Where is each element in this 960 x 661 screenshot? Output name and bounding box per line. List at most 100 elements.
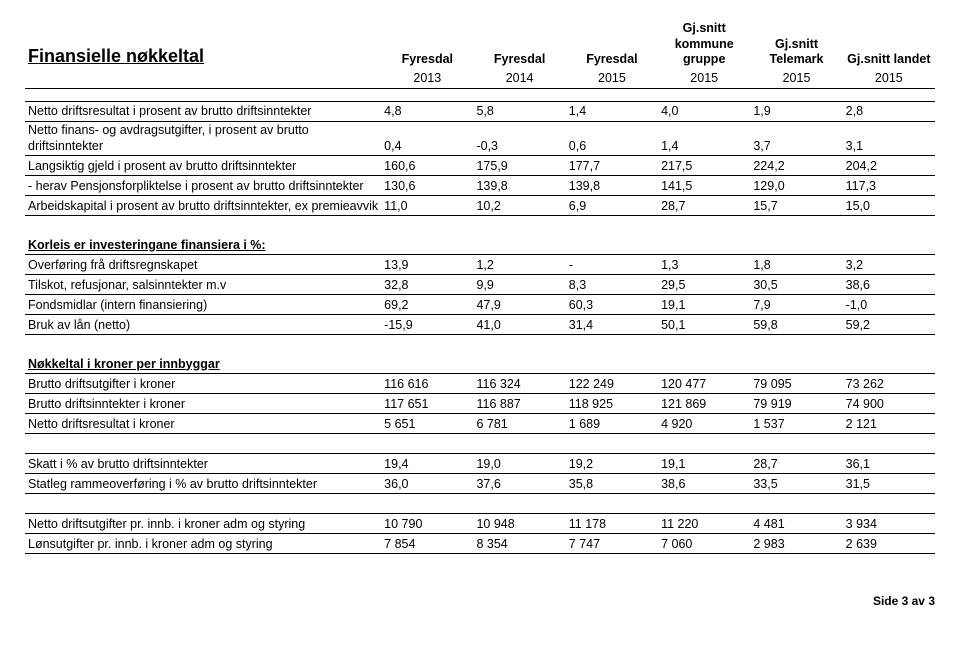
- cell: -: [566, 255, 658, 275]
- cell: 224,2: [750, 156, 842, 176]
- table-row: Lønsutgifter pr. innb. i kroner adm og s…: [25, 534, 935, 554]
- row-label: Lønsutgifter pr. innb. i kroner adm og s…: [25, 534, 381, 554]
- cell: 139,8: [473, 176, 565, 196]
- cell: 116 616: [381, 374, 473, 394]
- cell: 1,4: [658, 121, 750, 155]
- cell: 3 934: [843, 514, 935, 534]
- cell: 31,5: [843, 474, 935, 494]
- cell: 139,8: [566, 176, 658, 196]
- table-row: Brutto driftsinntekter i kroner 117 651 …: [25, 394, 935, 414]
- cell: 7,9: [750, 295, 842, 315]
- cell: 31,4: [566, 315, 658, 335]
- row-label: Netto driftsutgifter pr. innb. i kroner …: [25, 514, 381, 534]
- table-row: Bruk av lån (netto) -15,9 41,0 31,4 50,1…: [25, 315, 935, 335]
- row-label: Netto driftsresultat i kroner: [25, 414, 381, 434]
- cell: 33,5: [750, 474, 842, 494]
- row-label: Netto finans- og avdragsutgifter, i pros…: [25, 121, 381, 155]
- cell: 11 178: [566, 514, 658, 534]
- cell: 79 095: [750, 374, 842, 394]
- cell: 3,2: [843, 255, 935, 275]
- cell: 177,7: [566, 156, 658, 176]
- year-row: 2013 2014 2015 2015 2015 2015: [25, 69, 935, 89]
- financial-table: Finansielle nøkkeltal Fyresdal Fyresdal …: [25, 20, 935, 554]
- cell: 3,7: [750, 121, 842, 155]
- table-row: Tilskot, refusjonar, salsinntekter m.v 3…: [25, 275, 935, 295]
- table-row: Netto finans- og avdragsutgifter, i pros…: [25, 121, 935, 155]
- year-1: 2013: [381, 69, 473, 89]
- cell: 2 121: [843, 414, 935, 434]
- cell: 116 324: [473, 374, 565, 394]
- cell: 19,0: [473, 454, 565, 474]
- cell: 8,3: [566, 275, 658, 295]
- cell: 36,0: [381, 474, 473, 494]
- row-label: Brutto driftsinntekter i kroner: [25, 394, 381, 414]
- cell: 73 262: [843, 374, 935, 394]
- year-4: 2015: [658, 69, 750, 89]
- section-title: Korleis er investeringane finansiera i %…: [25, 235, 381, 255]
- cell: 217,5: [658, 156, 750, 176]
- cell: 129,0: [750, 176, 842, 196]
- cell: 19,1: [658, 295, 750, 315]
- cell: 5,8: [473, 101, 565, 121]
- col-header-5: Gj.snitt Telemark: [750, 20, 842, 69]
- row-label: Netto driftsresultat i prosent av brutto…: [25, 101, 381, 121]
- cell: 28,7: [750, 454, 842, 474]
- row-label: Statleg rammeoverføring i % av brutto dr…: [25, 474, 381, 494]
- cell: 11,0: [381, 196, 473, 216]
- year-3: 2015: [566, 69, 658, 89]
- cell: 6 781: [473, 414, 565, 434]
- cell: 4 481: [750, 514, 842, 534]
- row-label: Langsiktig gjeld i prosent av brutto dri…: [25, 156, 381, 176]
- cell: 4,8: [381, 101, 473, 121]
- cell: 9,9: [473, 275, 565, 295]
- cell: 1,9: [750, 101, 842, 121]
- cell: 38,6: [843, 275, 935, 295]
- cell: 5 651: [381, 414, 473, 434]
- cell: 4,0: [658, 101, 750, 121]
- row-label: - herav Pensjonsforpliktelse i prosent a…: [25, 176, 381, 196]
- table-row: - herav Pensjonsforpliktelse i prosent a…: [25, 176, 935, 196]
- cell: 3,1: [843, 121, 935, 155]
- cell: 36,1: [843, 454, 935, 474]
- cell: 8 354: [473, 534, 565, 554]
- col-header-2: Fyresdal: [473, 20, 565, 69]
- cell: 19,2: [566, 454, 658, 474]
- cell: 117 651: [381, 394, 473, 414]
- cell: 1,2: [473, 255, 565, 275]
- cell: 1 689: [566, 414, 658, 434]
- cell: 13,9: [381, 255, 473, 275]
- cell: 74 900: [843, 394, 935, 414]
- cell: 116 887: [473, 394, 565, 414]
- cell: 0,6: [566, 121, 658, 155]
- table-row: Langsiktig gjeld i prosent av brutto dri…: [25, 156, 935, 176]
- cell: 10 790: [381, 514, 473, 534]
- cell: 2,8: [843, 101, 935, 121]
- col-header-1: Fyresdal: [381, 20, 473, 69]
- cell: 117,3: [843, 176, 935, 196]
- cell: 59,8: [750, 315, 842, 335]
- table-row: Netto driftsresultat i kroner 5 651 6 78…: [25, 414, 935, 434]
- table-row: Overføring frå driftsregnskapet 13,9 1,2…: [25, 255, 935, 275]
- cell: 38,6: [658, 474, 750, 494]
- cell: 19,4: [381, 454, 473, 474]
- cell: 69,2: [381, 295, 473, 315]
- cell: 47,9: [473, 295, 565, 315]
- cell: 1,3: [658, 255, 750, 275]
- cell: 79 919: [750, 394, 842, 414]
- cell: 32,8: [381, 275, 473, 295]
- cell: 1,8: [750, 255, 842, 275]
- cell: 11 220: [658, 514, 750, 534]
- cell: 15,7: [750, 196, 842, 216]
- cell: 10,2: [473, 196, 565, 216]
- row-label: Fondsmidlar (intern finansiering): [25, 295, 381, 315]
- cell: 120 477: [658, 374, 750, 394]
- cell: 1 537: [750, 414, 842, 434]
- page-footer: Side 3 av 3: [25, 594, 935, 608]
- cell: -15,9: [381, 315, 473, 335]
- row-label: Bruk av lån (netto): [25, 315, 381, 335]
- table-row: Brutto driftsutgifter i kroner 116 616 1…: [25, 374, 935, 394]
- table-row: Skatt i % av brutto driftsinntekter 19,4…: [25, 454, 935, 474]
- year-6: 2015: [843, 69, 935, 89]
- year-2: 2014: [473, 69, 565, 89]
- cell: 0,4: [381, 121, 473, 155]
